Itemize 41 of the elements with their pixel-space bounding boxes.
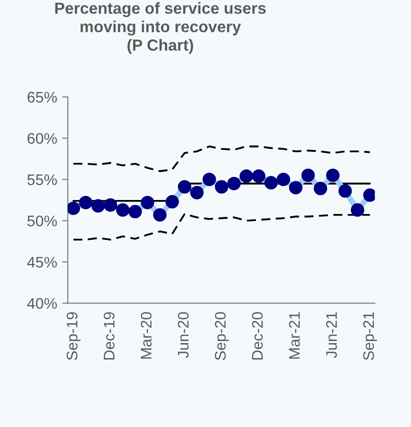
point bbox=[140, 196, 154, 210]
y-tick-label: 45% bbox=[27, 256, 57, 268]
point bbox=[338, 184, 352, 198]
x-tick-label: Sep-19 bbox=[66, 312, 80, 360]
point bbox=[326, 168, 340, 182]
x-tick-label: Dec-20 bbox=[252, 312, 263, 360]
x-tick-label: Mar-20 bbox=[140, 312, 152, 359]
y-tick-label: 55% bbox=[27, 174, 57, 186]
y-tick-label: 40% bbox=[27, 298, 57, 309]
point bbox=[240, 169, 254, 183]
point bbox=[128, 204, 142, 218]
x-tick-label: Dec-19 bbox=[104, 312, 115, 360]
point bbox=[202, 172, 216, 186]
point bbox=[104, 198, 118, 212]
point bbox=[314, 182, 328, 196]
point bbox=[190, 186, 204, 200]
line-series bbox=[72, 146, 371, 172]
point bbox=[79, 196, 92, 210]
x-tick-label: Jun-21 bbox=[326, 312, 337, 358]
y-tick-label: 65% bbox=[28, 92, 57, 103]
point bbox=[166, 194, 179, 208]
x-tick-label: Mar-21 bbox=[289, 312, 300, 359]
y-tick-label: 60% bbox=[28, 133, 57, 144]
chart-title: Percentage of service users moving into recovery (P Chart) bbox=[55, 2, 266, 54]
point bbox=[68, 202, 80, 216]
point bbox=[153, 208, 167, 222]
point bbox=[116, 203, 130, 217]
point bbox=[264, 176, 278, 190]
point bbox=[91, 199, 105, 213]
point bbox=[350, 203, 364, 217]
x-tick-label: Sep-21 bbox=[363, 312, 378, 360]
point bbox=[214, 180, 228, 194]
point bbox=[301, 168, 315, 182]
point bbox=[276, 172, 290, 186]
point bbox=[252, 169, 266, 183]
x-tick-label: Sep-20 bbox=[214, 312, 229, 360]
point bbox=[289, 180, 302, 194]
point bbox=[178, 180, 192, 194]
y-tick-label: 50% bbox=[27, 216, 57, 226]
point bbox=[227, 176, 241, 190]
x-tick-label: Jun-20 bbox=[178, 312, 189, 358]
